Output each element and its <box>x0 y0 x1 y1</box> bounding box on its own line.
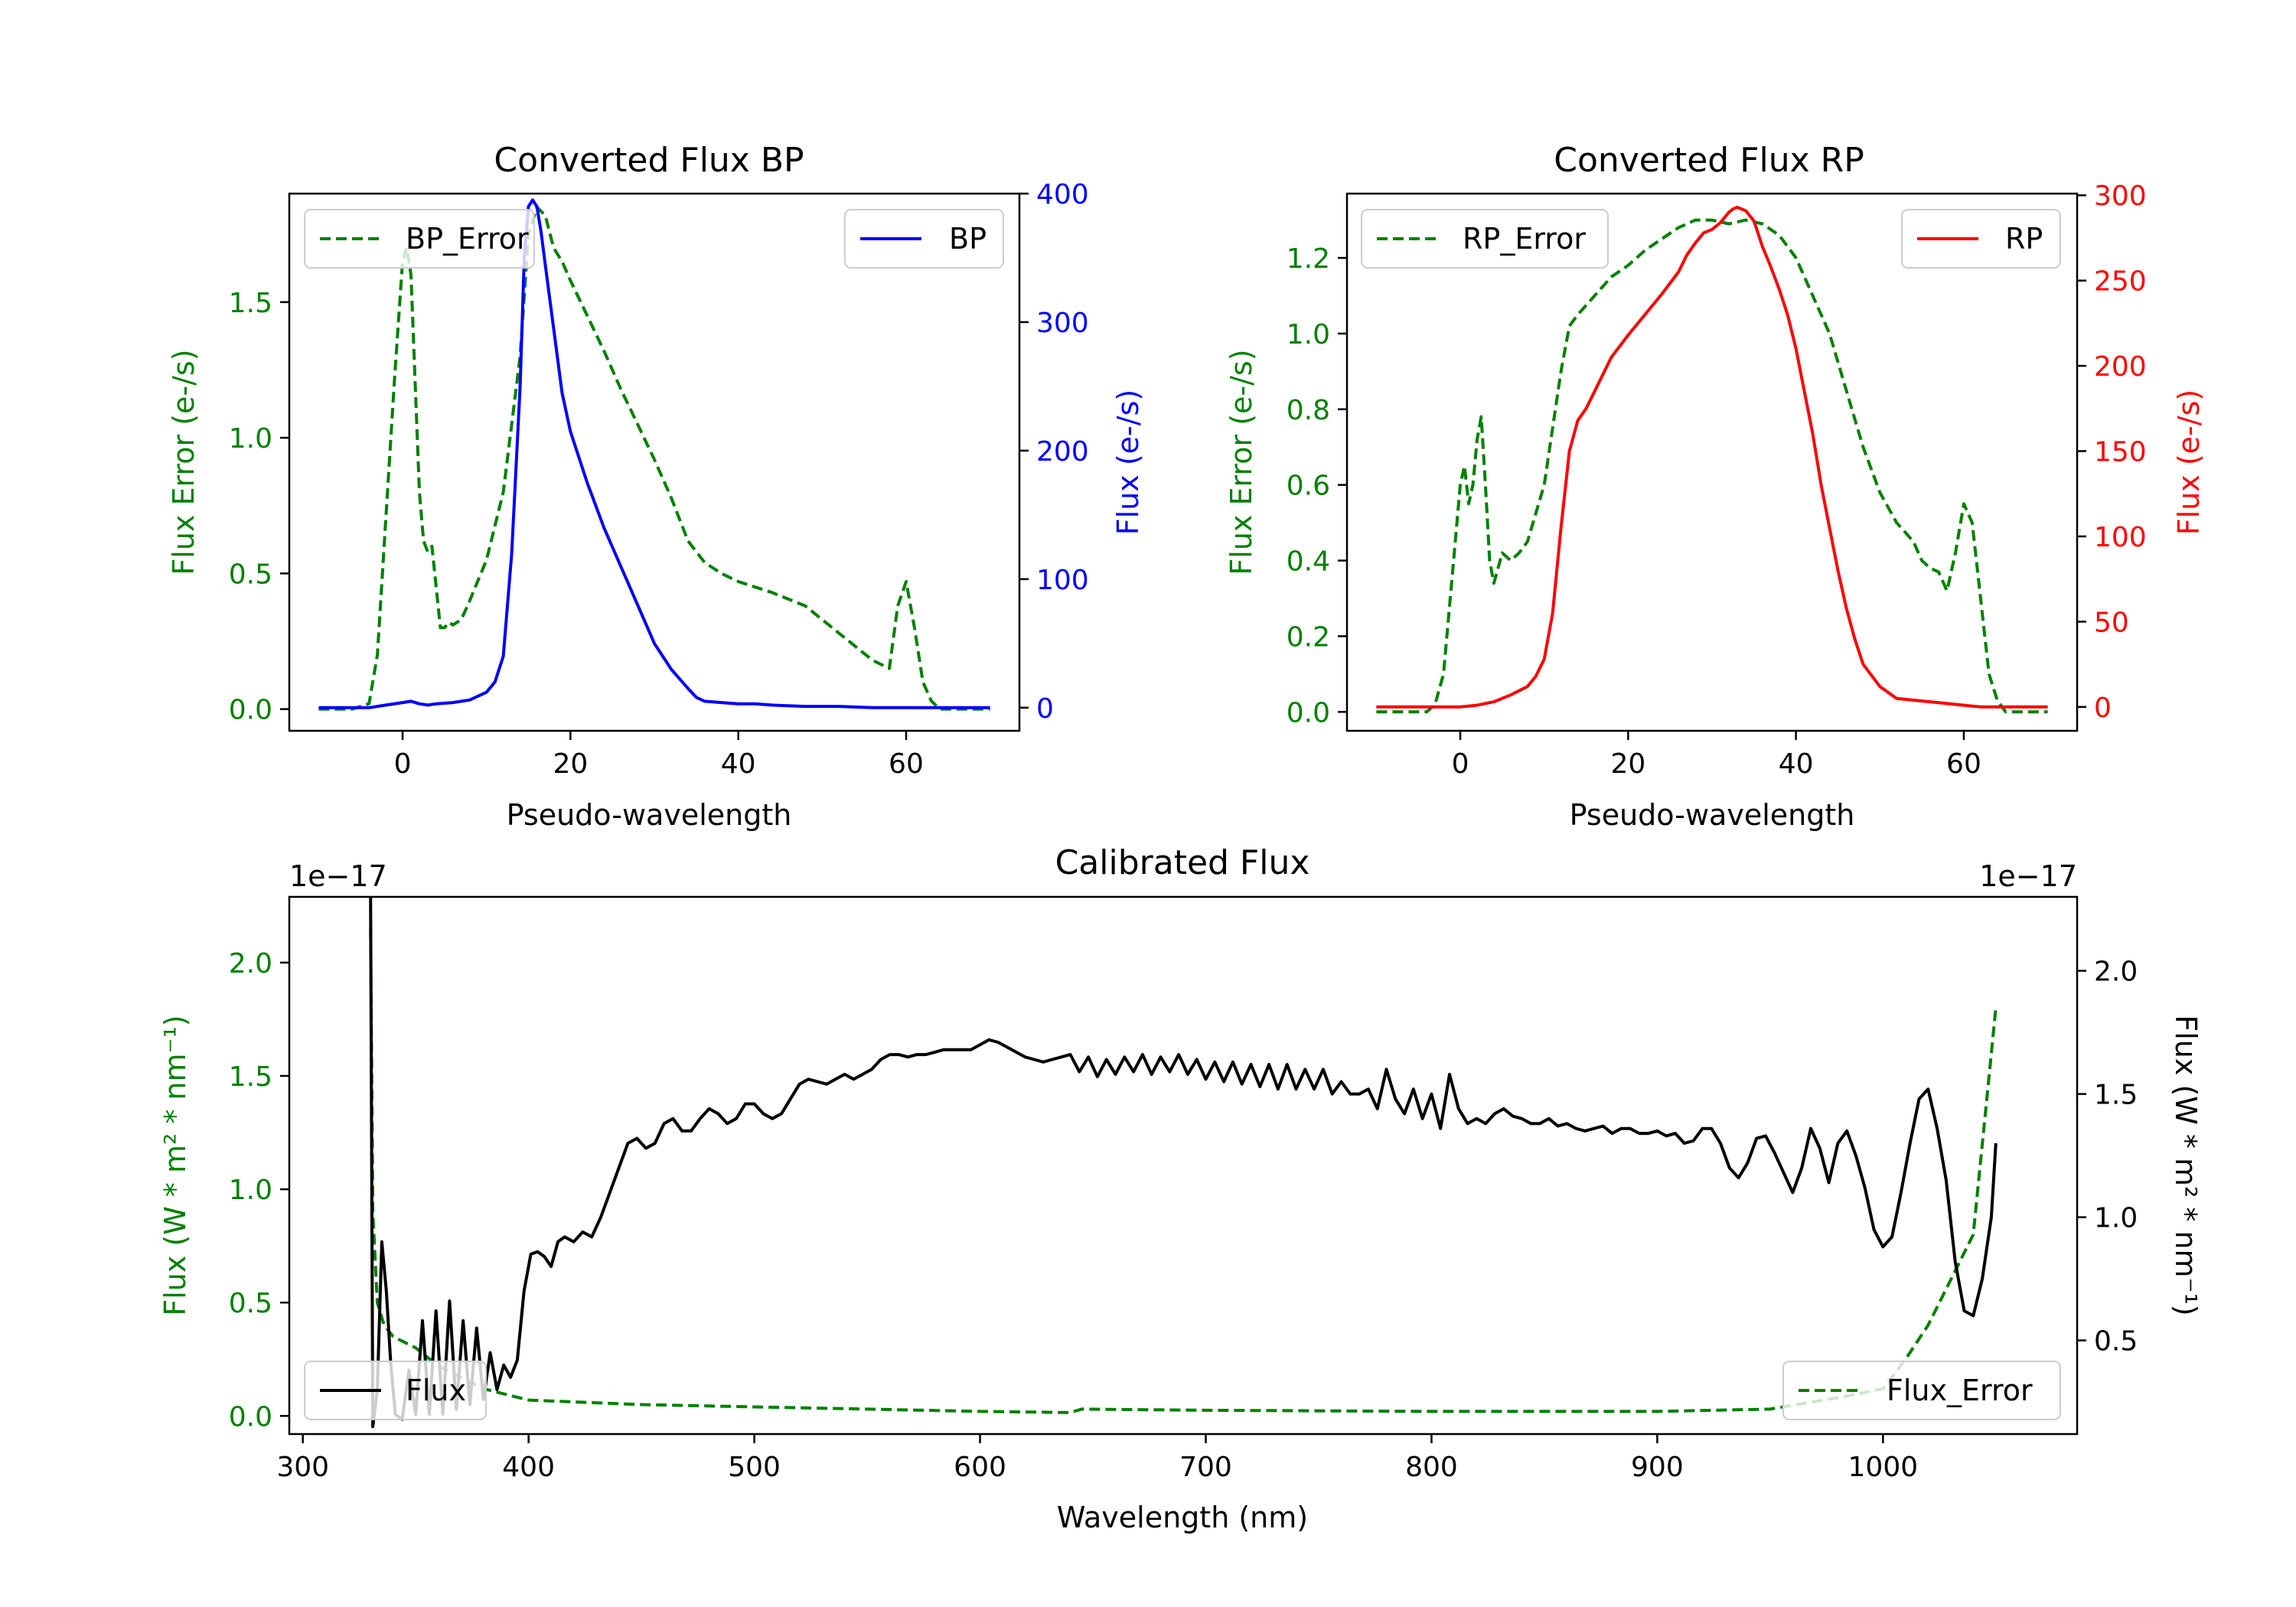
rp-panel: Converted Flux RP 0 20 40 60 0.0 0.2 0.4 0.6 0.8… <box>1225 141 2206 832</box>
cal-ticks: 300 400 500 600 700 800 900 1000 0.0 0.5 1.0 1.5 2.0… <box>229 948 2138 1483</box>
rp-title: Converted Flux RP <box>1554 141 1864 180</box>
rp-xtick-label: 20 <box>1610 748 1645 780</box>
bp-legend-flux[interactable]: BP <box>844 209 1004 269</box>
bp-ytick-left-label: 1.5 <box>229 288 272 319</box>
cal-xtick-label: 700 <box>1179 1452 1232 1483</box>
cal-ylabel-left: Flux (W * m² * nm⁻¹) <box>158 1015 192 1315</box>
bp-xlabel: Pseudo-wavelength <box>507 798 792 832</box>
cal-xlabel: Wavelength (nm) <box>1057 1501 1308 1534</box>
cal-plot-area <box>289 897 2077 1434</box>
rp-series-rp-error-line <box>1376 218 2048 714</box>
rp-xtick-label: 0 <box>1452 748 1469 780</box>
bp-frame <box>288 192 1021 732</box>
bp-lines <box>318 198 990 711</box>
rp-xtick-label: 60 <box>1946 748 1981 780</box>
bp-ytick-right-label: 200 <box>1036 436 1089 468</box>
rp-ytick-left-label: 0.0 <box>1287 697 1330 729</box>
rp-ylabel-left: Flux Error (e-/s) <box>1225 349 1258 575</box>
cal-offset-right: 1e−17 <box>1979 859 2077 893</box>
bp-legend-flux-label: BP <box>949 222 987 256</box>
bp-panel: Converted Flux BP 0 20 40 60 0.0 0.5 1.0 1.5 0 10… <box>167 141 1145 832</box>
cal-offset-left: 1e−17 <box>289 859 387 893</box>
cal-frame <box>288 895 2079 1436</box>
rp-ytick-right-label: 0 <box>2094 693 2112 724</box>
bp-xtick-label: 0 <box>394 748 412 780</box>
cal-xtick-label: 400 <box>502 1452 555 1483</box>
cal-xtick-label: 600 <box>954 1452 1006 1483</box>
bp-xtick-label: 60 <box>889 748 924 780</box>
rp-ylabel-right: Flux (e-/s) <box>2172 390 2206 535</box>
rp-legend-flux[interactable]: RP <box>1901 209 2061 269</box>
cal-xtick-label: 500 <box>728 1452 781 1483</box>
bp-title: Converted Flux BP <box>494 141 804 180</box>
rp-ytick-right-label: 250 <box>2094 266 2147 298</box>
rp-xtick-label: 40 <box>1779 748 1814 780</box>
rp-ytick-right-label: 200 <box>2094 351 2147 383</box>
cal-title: Calibrated Flux <box>1055 843 1310 882</box>
cal-ytick-right-label: 0.5 <box>2094 1326 2138 1358</box>
bp-series-bp-error-line <box>318 205 990 711</box>
rp-ytick-left-label: 0.2 <box>1287 621 1330 653</box>
rp-frame <box>1345 192 2079 732</box>
cal-legend-error-label: Flux_Error <box>1887 1374 2033 1407</box>
cal-ytick-right-label: 1.5 <box>2094 1080 2138 1111</box>
bp-ytick-left-label: 0.0 <box>229 695 272 726</box>
cal-xtick-label: 900 <box>1631 1452 1684 1483</box>
cal-ytick-left-label: 0.5 <box>229 1288 272 1319</box>
cal-ylabel-right: Flux (W * m² * nm⁻¹) <box>2169 1015 2203 1315</box>
cal-legend-error[interactable]: Flux_Error <box>1782 1361 2061 1420</box>
bp-legend-error-label: BP_Error <box>406 222 529 256</box>
cal-xtick-label: 1000 <box>1848 1452 1919 1483</box>
rp-ytick-right-label: 150 <box>2094 437 2147 468</box>
cal-lines <box>369 896 1998 1429</box>
rp-ytick-left-label: 1.2 <box>1287 243 1330 275</box>
cal-xtick-label: 300 <box>276 1452 329 1483</box>
rp-ytick-left-label: 0.4 <box>1287 546 1330 578</box>
bp-ytick-right-label: 300 <box>1036 308 1089 339</box>
cal-ytick-left-label: 0.0 <box>229 1401 272 1433</box>
bp-ytick-right-label: 0 <box>1036 693 1054 725</box>
rp-ytick-right-label: 300 <box>2094 181 2147 212</box>
cal-ytick-left-label: 2.0 <box>229 948 272 980</box>
rp-legend-error[interactable]: RP_Error <box>1361 209 1609 269</box>
cal-ytick-right-label: 1.0 <box>2094 1203 2138 1234</box>
cal-panel: Calibrated Flux 300 400 500 600 700 800 900 100… <box>158 843 2203 1534</box>
rp-ticks: 0 20 40 60 0.0 0.2 0.4 0.6 0.8 1.0 1.2 0 50 100 150 200… <box>1287 181 2147 780</box>
bp-xtick-label: 20 <box>553 748 588 780</box>
bp-ytick-left-label: 1.0 <box>229 423 272 455</box>
bp-ylabel-left: Flux Error (e-/s) <box>167 349 201 575</box>
rp-lines <box>1376 205 2048 714</box>
cal-series-flux-error-line <box>369 928 1998 1414</box>
bp-legend-error[interactable]: BP_Error <box>304 209 535 269</box>
bp-series-bp-line <box>318 198 990 709</box>
rp-legend-flux-label: RP <box>2005 222 2043 256</box>
rp-xlabel: Pseudo-wavelength <box>1570 798 1855 832</box>
cal-legend-flux-label: Flux <box>406 1374 466 1407</box>
rp-ytick-left-label: 0.8 <box>1287 395 1330 426</box>
rp-ytick-left-label: 1.0 <box>1287 319 1330 350</box>
cal-ytick-right-label: 2.0 <box>2094 957 2138 988</box>
cal-ytick-left-label: 1.0 <box>229 1175 272 1206</box>
rp-ytick-right-label: 50 <box>2094 607 2129 638</box>
cal-legend-flux[interactable]: Flux <box>304 1361 487 1420</box>
rp-ytick-left-label: 0.6 <box>1287 471 1330 502</box>
rp-legend-error-label: RP_Error <box>1463 222 1586 256</box>
bp-ticks: 0 20 40 60 0.0 0.5 1.0 1.5 0 100 200 300 400 <box>229 179 1089 780</box>
bp-ytick-right-label: 100 <box>1036 565 1089 596</box>
bp-ylabel-right: Flux (e-/s) <box>1111 390 1145 535</box>
rp-plot-area <box>1347 194 2077 731</box>
cal-ytick-left-label: 1.5 <box>229 1061 272 1093</box>
bp-ytick-left-label: 0.5 <box>229 559 272 590</box>
rp-ytick-right-label: 100 <box>2094 522 2147 553</box>
bp-xtick-label: 40 <box>721 748 756 780</box>
rp-series-rp-line <box>1376 205 2048 709</box>
cal-xtick-label: 800 <box>1405 1452 1458 1483</box>
bp-ytick-right-label: 400 <box>1036 179 1089 210</box>
cal-series-flux-line <box>369 896 1998 1429</box>
